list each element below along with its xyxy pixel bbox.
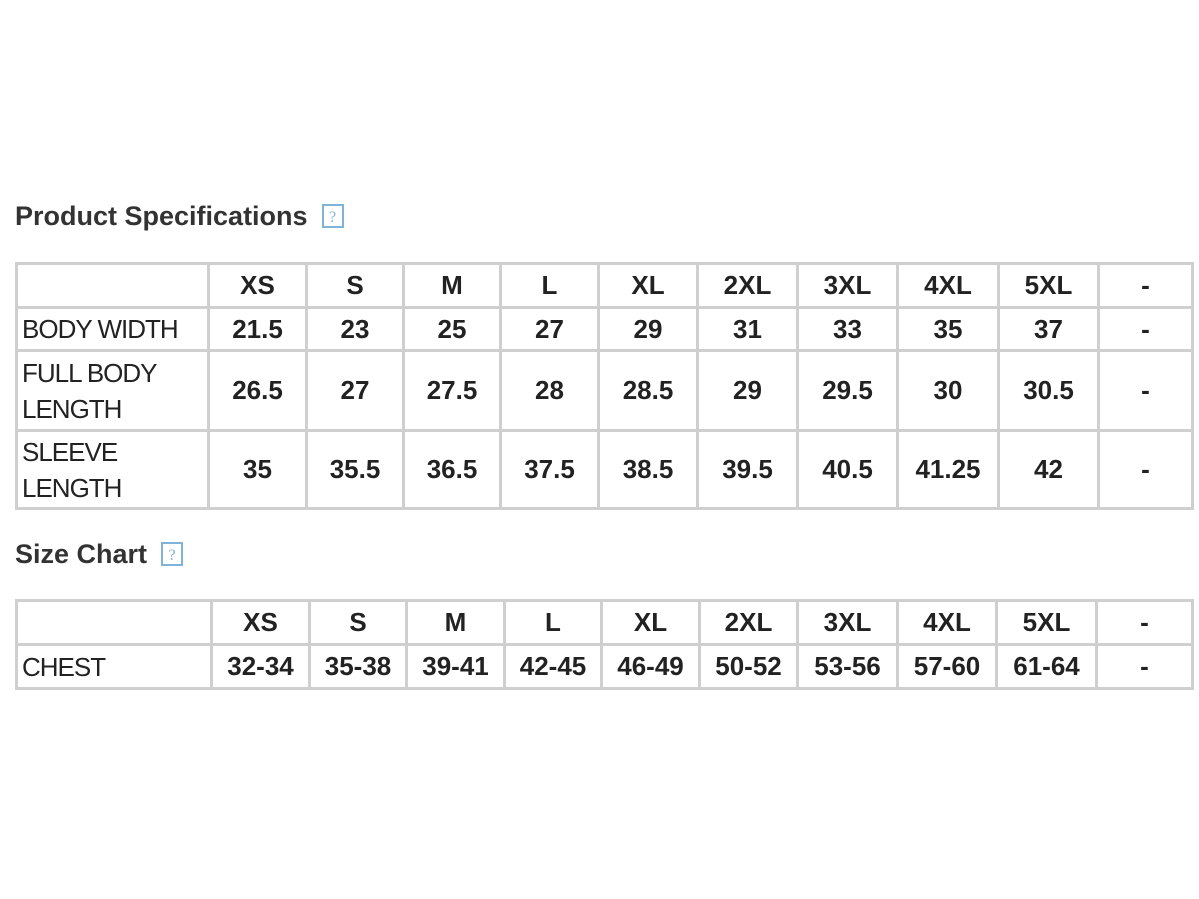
cell-value: 42 [997, 429, 1100, 510]
section-title: Product Specifications? [15, 196, 1191, 236]
size-header: L [503, 599, 603, 646]
cell-value: 30 [896, 349, 1000, 432]
product-specifications: Product Specifications? XS S M L XL 2XL 3XL 4XL 5… [15, 196, 1194, 510]
cell-value: 29.5 [796, 349, 899, 432]
size-header: 5XL [995, 599, 1098, 646]
size-header: M [405, 599, 506, 646]
size-header: XS [207, 262, 308, 309]
cell-value: 23 [305, 306, 405, 352]
cell-value: - [1097, 349, 1194, 432]
size-header: 3XL [796, 599, 899, 646]
size-header: M [402, 262, 502, 309]
spec-table: XS S M L XL 2XL 3XL 4XL 5XL - BODY WIDTH 21.5 23 25 27… [15, 262, 1194, 510]
cell-value: 39-41 [405, 643, 506, 690]
row-label: SLEEVE LENGTH [15, 429, 210, 510]
cell-value: 32-34 [210, 643, 311, 690]
help-icon: ? [321, 204, 344, 228]
row-label: FULL BODY LENGTH [15, 349, 210, 432]
cell-value: 36.5 [402, 429, 502, 510]
cell-value: 50-52 [698, 643, 799, 690]
spacer [15, 574, 1191, 599]
spacer [15, 236, 1191, 262]
cell-value: 61-64 [995, 643, 1098, 690]
cell-value: 29 [696, 349, 799, 432]
corner-cell [15, 262, 210, 309]
cell-value: 41.25 [896, 429, 1000, 510]
cell-value: - [1097, 429, 1194, 510]
cell-value: 28 [499, 349, 600, 432]
cell-value: 27 [499, 306, 600, 352]
cell-value: - [1097, 306, 1194, 352]
cell-value: 38.5 [597, 429, 699, 510]
cell-value: 30.5 [997, 349, 1100, 432]
size-header: S [305, 262, 405, 309]
cell-value: 26.5 [207, 349, 308, 432]
cell-value: 40.5 [796, 429, 899, 510]
help-icon: ? [161, 542, 184, 566]
row-label: BODY WIDTH [15, 306, 210, 352]
data-row: SLEEVE LENGTH 35 35.5 36.5 37.5 38.5 39.5 40.5 4… [15, 429, 1194, 510]
cell-value: 53-56 [796, 643, 899, 690]
size-header: XS [210, 599, 311, 646]
size-header: S [308, 599, 408, 646]
row-label: CHEST [15, 643, 213, 690]
cell-value: 35 [896, 306, 1000, 352]
cell-value: 39.5 [696, 429, 799, 510]
size-chart: Size Chart? XS S M L XL 2XL 3XL 4XL 5XL - CHEST 32-3… [15, 534, 1194, 690]
cell-value: 28.5 [597, 349, 699, 432]
cell-value: - [1095, 643, 1194, 690]
size-header: XL [597, 262, 699, 309]
spec-table: XS S M L XL 2XL 3XL 4XL 5XL - CHEST 32-34 35-38 39-41… [15, 599, 1194, 690]
size-header: 4XL [896, 599, 998, 646]
data-row: BODY WIDTH 21.5 23 25 27 29 31 33 35 37- [15, 306, 1194, 352]
header-row: XS S M L XL 2XL 3XL 4XL 5XL - [15, 599, 1194, 646]
size-header: - [1095, 599, 1194, 646]
size-header: - [1097, 262, 1194, 309]
cell-value: 21.5 [207, 306, 308, 352]
size-header: 2XL [696, 262, 799, 309]
cell-value: 27.5 [402, 349, 502, 432]
size-header: 3XL [796, 262, 899, 309]
corner-cell [15, 599, 213, 646]
size-header: 4XL [896, 262, 1000, 309]
cell-value: 25 [402, 306, 502, 352]
cell-value: 42-45 [503, 643, 603, 690]
cell-value: 31 [696, 306, 799, 352]
size-header: 2XL [698, 599, 799, 646]
cell-value: 29 [597, 306, 699, 352]
cell-value: 37.5 [499, 429, 600, 510]
header-row: XS S M L XL 2XL 3XL 4XL 5XL - [15, 262, 1194, 309]
size-header: XL [600, 599, 701, 646]
cell-value: 35-38 [308, 643, 408, 690]
size-header: L [499, 262, 600, 309]
size-header: 5XL [997, 262, 1100, 309]
cell-value: 57-60 [896, 643, 998, 690]
cell-value: 27 [305, 349, 405, 432]
cell-value: 46-49 [600, 643, 701, 690]
data-row: CHEST 32-34 35-38 39-41 42-45 46-49 50-52 53-56… [15, 643, 1194, 690]
cell-value: 37 [997, 306, 1100, 352]
cell-value: 35.5 [305, 429, 405, 510]
data-row: FULL BODY LENGTH 26.5 27 27.5 28 28.5 29 29.5 30… [15, 349, 1194, 432]
cell-value: 33 [796, 306, 899, 352]
cell-value: 35 [207, 429, 308, 510]
section-title: Size Chart? [15, 534, 1191, 574]
